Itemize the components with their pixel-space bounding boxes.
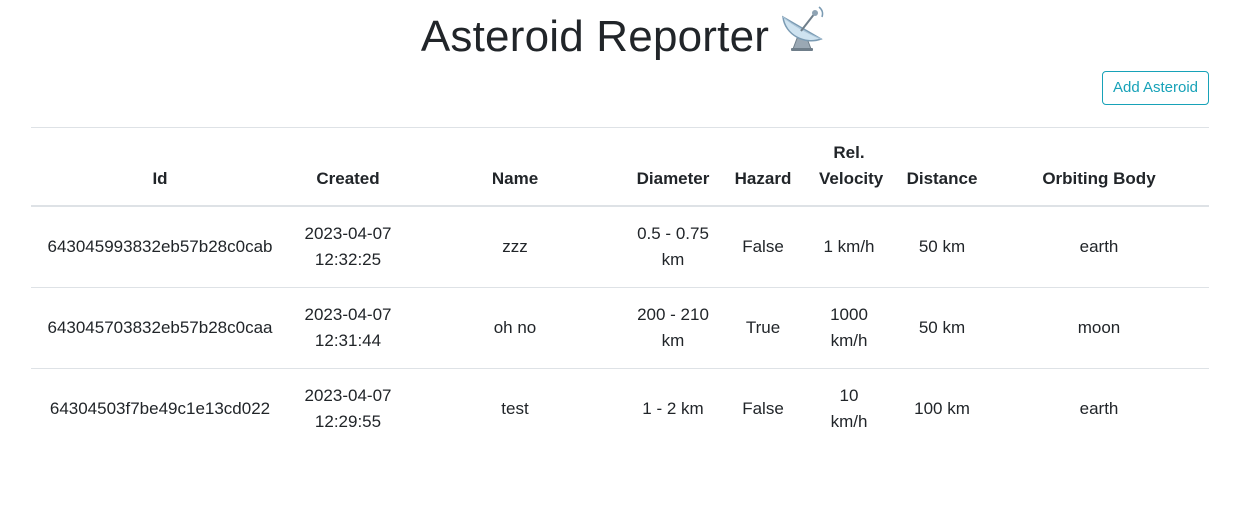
cell-id: 643045993832eb57b28c0cab — [31, 205, 289, 288]
cell-diameter-text: 0.5 - 0.75 km — [637, 223, 709, 269]
column-header-velocity-label: Rel. Velocity — [819, 142, 884, 188]
cell-velocity-text: 10 km/h — [830, 385, 868, 431]
column-header-orbiting-body[interactable]: Orbiting Body — [989, 127, 1209, 207]
column-header-id[interactable]: Id — [31, 127, 289, 207]
cell-distance: 50 km — [895, 205, 989, 288]
cell-velocity: 1 km/h — [803, 205, 895, 288]
page-title: Asteroid Reporter — [420, 6, 827, 68]
cell-velocity-text: 1000 km/h — [830, 304, 868, 350]
table-body: 643045993832eb57b28c0cab 2023-04-07 12:3… — [31, 205, 1209, 449]
table-row[interactable]: 643045703832eb57b28c0caa 2023-04-07 12:3… — [31, 287, 1209, 369]
column-header-velocity[interactable]: Rel. Velocity — [803, 127, 895, 207]
cell-diameter: 0.5 - 0.75 km — [623, 205, 723, 288]
cell-created: 2023-04-07 12:31:44 — [289, 287, 407, 369]
column-header-hazard[interactable]: Hazard — [723, 127, 803, 207]
cell-name: test — [501, 398, 529, 418]
cell-velocity: 1000 km/h — [803, 287, 895, 369]
table-row[interactable]: 643045993832eb57b28c0cab 2023-04-07 12:3… — [31, 205, 1209, 288]
cell-hazard: True — [723, 287, 803, 369]
satellite-antenna-icon — [777, 3, 827, 68]
cell-hazard: False — [723, 205, 803, 288]
cell-orbiting-body: earth — [989, 205, 1209, 288]
cell-orbiting-body: moon — [989, 287, 1209, 369]
column-header-diameter[interactable]: Diameter — [623, 127, 723, 207]
cell-created-text: 2023-04-07 12:29:55 — [304, 385, 392, 431]
cell-created: 2023-04-07 12:29:55 — [289, 368, 407, 449]
cell-distance: 50 km — [895, 287, 989, 369]
cell-diameter-text: 200 - 210 km — [637, 304, 709, 350]
cell-id: 643045703832eb57b28c0caa — [31, 287, 289, 369]
header-row: Id Created Name Diameter Hazard Rel. Vel… — [31, 127, 1209, 207]
table-header: Id Created Name Diameter Hazard Rel. Vel… — [31, 127, 1209, 207]
cell-diameter: 200 - 210 km — [623, 287, 723, 369]
cell-orbiting-body: earth — [1079, 398, 1119, 418]
cell-id: 64304503f7be49c1e13cd022 — [49, 398, 271, 418]
page-title-text: Asteroid Reporter — [420, 12, 770, 61]
asteroid-table: Id Created Name Diameter Hazard Rel. Vel… — [31, 127, 1209, 449]
cell-diameter: 1 - 2 km — [642, 398, 704, 418]
column-header-distance[interactable]: Distance — [895, 127, 989, 207]
column-header-created[interactable]: Created — [289, 127, 407, 207]
cell-created-text: 2023-04-07 12:31:44 — [304, 304, 392, 350]
header: Asteroid Reporter — [0, 6, 1248, 68]
cell-name: oh no — [407, 287, 623, 369]
cell-distance: 100 km — [914, 398, 970, 418]
cell-velocity: 10 km/h — [803, 368, 895, 449]
asteroid-table-container: Id Created Name Diameter Hazard Rel. Vel… — [31, 127, 1209, 449]
cell-name: zzz — [407, 205, 623, 288]
cell-created: 2023-04-07 12:32:25 — [289, 205, 407, 288]
add-asteroid-button[interactable]: Add Asteroid — [1102, 71, 1209, 105]
cell-hazard: False — [742, 398, 784, 418]
table-row[interactable]: 64304503f7be49c1e13cd022 2023-04-07 12:2… — [31, 368, 1209, 449]
column-header-name[interactable]: Name — [407, 127, 623, 207]
cell-created-text: 2023-04-07 12:32:25 — [304, 223, 392, 269]
